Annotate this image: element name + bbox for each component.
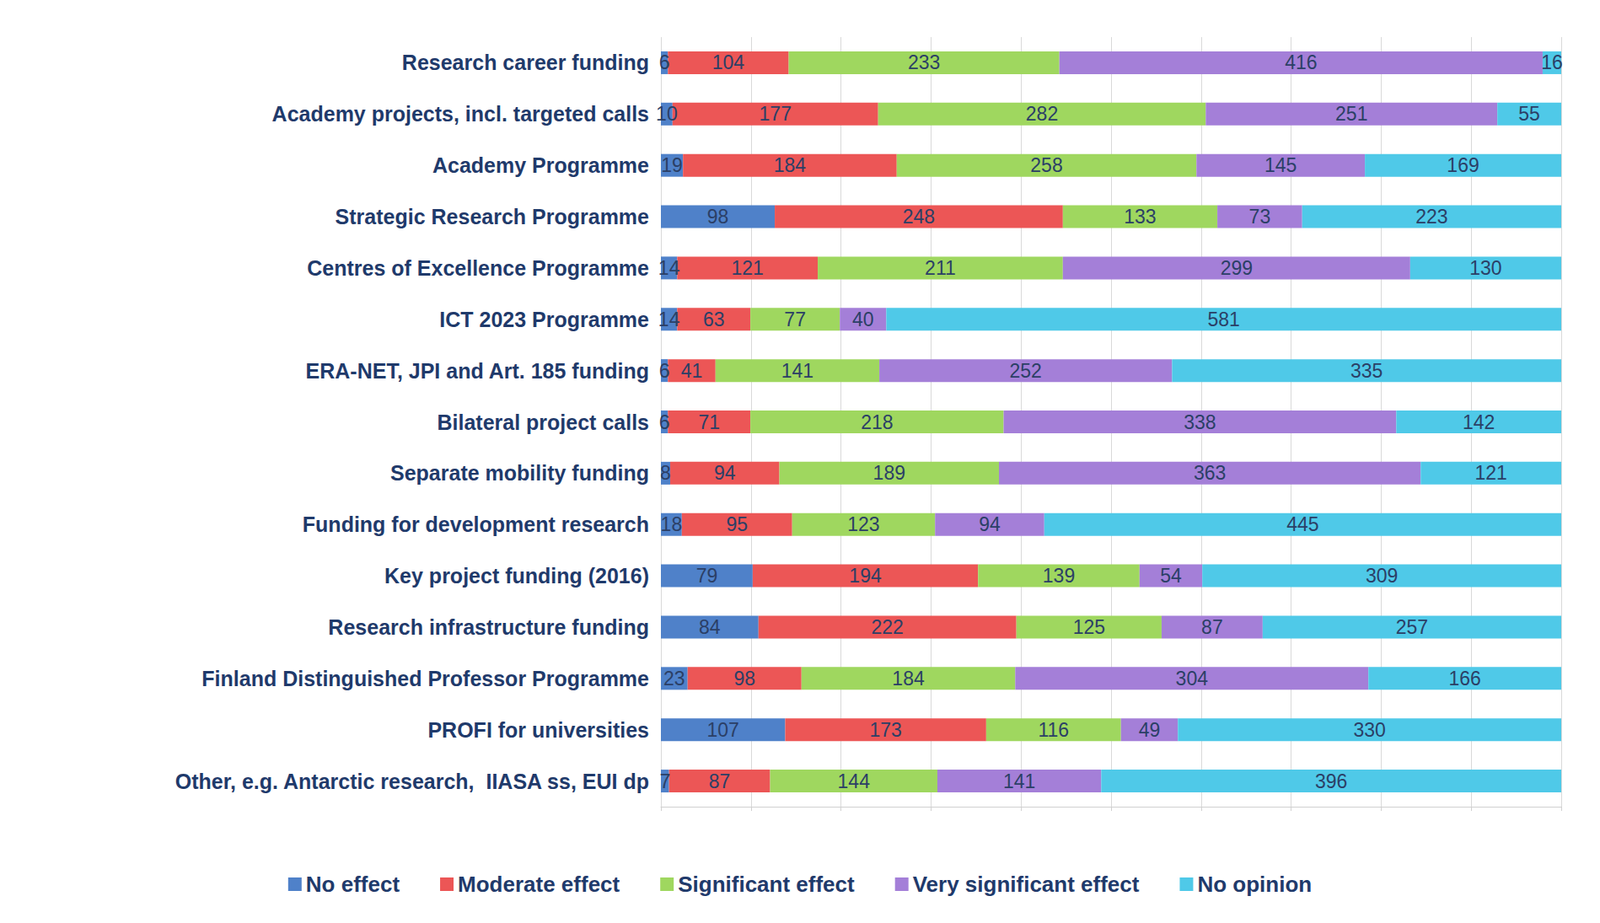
svg-text:104: 104: [712, 51, 746, 74]
svg-text:6: 6: [659, 359, 671, 382]
svg-text:258: 258: [1030, 154, 1063, 177]
svg-text:94: 94: [978, 513, 1001, 536]
svg-text:Moderate effect: Moderate effect: [457, 871, 620, 897]
svg-text:177: 177: [759, 102, 792, 125]
svg-text:299: 299: [1220, 257, 1253, 280]
svg-text:445: 445: [1286, 513, 1319, 536]
svg-text:Very significant effect: Very significant effect: [912, 871, 1140, 897]
svg-text:121: 121: [730, 257, 763, 280]
svg-text:40: 40: [852, 308, 875, 331]
svg-text:No effect: No effect: [306, 871, 401, 897]
svg-text:14: 14: [658, 257, 681, 280]
svg-text:Research career funding: Research career funding: [402, 50, 650, 75]
svg-text:218: 218: [860, 411, 893, 434]
svg-text:169: 169: [1446, 154, 1479, 177]
svg-text:84: 84: [698, 616, 721, 639]
svg-text:251: 251: [1335, 102, 1368, 125]
svg-text:Bilateral project calls: Bilateral project calls: [436, 410, 650, 435]
svg-text:223: 223: [1415, 205, 1448, 228]
svg-text:335: 335: [1350, 359, 1383, 382]
svg-text:Strategic Research Programme: Strategic Research Programme: [335, 204, 650, 229]
svg-text:Centres of Excellence Programm: Centres of Excellence Programme: [306, 256, 650, 280]
svg-text:121: 121: [1474, 461, 1507, 484]
svg-text:14: 14: [658, 308, 681, 331]
svg-text:142: 142: [1462, 411, 1495, 434]
svg-text:145: 145: [1264, 154, 1297, 177]
svg-text:16: 16: [1540, 51, 1563, 74]
svg-text:87: 87: [708, 770, 731, 793]
svg-text:Key project funding (2016): Key project funding (2016): [384, 563, 650, 588]
svg-text:257: 257: [1395, 616, 1429, 639]
svg-text:23: 23: [663, 667, 686, 690]
svg-text:233: 233: [907, 51, 940, 74]
svg-text:Academy projects, incl. target: Academy projects, incl. targeted calls: [272, 102, 650, 126]
svg-text:19: 19: [660, 154, 683, 177]
svg-text:309: 309: [1365, 564, 1398, 587]
svg-text:41: 41: [681, 359, 704, 382]
svg-text:184: 184: [773, 154, 807, 177]
svg-text:141: 141: [781, 359, 814, 382]
svg-text:ERA-NET, JPI and Art. 185 fund: ERA-NET, JPI and Art. 185 funding: [306, 359, 650, 383]
svg-text:133: 133: [1123, 205, 1156, 228]
svg-text:139: 139: [1042, 564, 1075, 587]
svg-text:98: 98: [707, 205, 730, 228]
svg-text:222: 222: [871, 616, 904, 639]
svg-text:107: 107: [707, 719, 740, 741]
svg-text:173: 173: [869, 719, 902, 741]
svg-text:94: 94: [714, 461, 736, 484]
svg-text:252: 252: [1009, 359, 1042, 382]
svg-text:Academy Programme: Academy Programme: [432, 153, 650, 178]
svg-text:98: 98: [733, 667, 756, 690]
svg-text:144: 144: [837, 770, 871, 793]
svg-text:Research infrastructure fundin: Research infrastructure funding: [327, 615, 650, 639]
svg-text:95: 95: [725, 513, 748, 536]
svg-text:211: 211: [924, 257, 956, 280]
svg-text:130: 130: [1469, 257, 1502, 280]
svg-text:141: 141: [1003, 770, 1036, 793]
svg-text:166: 166: [1448, 667, 1481, 690]
svg-text:116: 116: [1037, 719, 1069, 741]
svg-text:7: 7: [659, 770, 671, 793]
svg-text:581: 581: [1207, 308, 1240, 331]
svg-text:304: 304: [1175, 667, 1209, 690]
svg-text:71: 71: [697, 411, 720, 434]
svg-text:54: 54: [1159, 564, 1182, 587]
svg-text:338: 338: [1183, 411, 1216, 434]
svg-text:No opinion: No opinion: [1197, 871, 1312, 897]
svg-text:363: 363: [1193, 461, 1226, 484]
svg-text:6: 6: [659, 51, 671, 74]
svg-text:77: 77: [783, 308, 806, 331]
svg-text:79: 79: [696, 564, 719, 587]
svg-text:49: 49: [1138, 719, 1161, 741]
svg-text:282: 282: [1025, 102, 1058, 125]
svg-text:189: 189: [873, 461, 906, 484]
svg-text:18: 18: [660, 513, 683, 536]
svg-text:Finland Distinguished Professo: Finland Distinguished Professor Programm…: [201, 666, 650, 691]
svg-text:Separate mobility funding: Separate mobility funding: [390, 461, 650, 485]
svg-text:63: 63: [703, 308, 725, 331]
svg-text:Funding for development resear: Funding for development research: [302, 512, 650, 537]
svg-text:396: 396: [1315, 770, 1348, 793]
svg-text:ICT 2023 Programme: ICT 2023 Programme: [439, 307, 650, 332]
svg-text:330: 330: [1353, 719, 1386, 741]
svg-text:194: 194: [848, 564, 882, 587]
svg-text:248: 248: [902, 205, 935, 228]
svg-text:8: 8: [660, 461, 672, 484]
svg-text:416: 416: [1284, 51, 1317, 74]
svg-text:125: 125: [1073, 616, 1106, 639]
svg-text:Significant effect: Significant effect: [677, 871, 855, 897]
svg-text:55: 55: [1518, 102, 1541, 125]
svg-text:123: 123: [847, 513, 880, 536]
svg-text:87: 87: [1201, 616, 1224, 639]
svg-text:184: 184: [891, 667, 925, 690]
svg-text:Other, e.g. Antarctic research: Other, e.g. Antarctic research, IIASA ss…: [175, 769, 650, 794]
svg-text:10: 10: [655, 102, 678, 125]
svg-text:73: 73: [1249, 205, 1272, 228]
svg-text:PROFI for universities: PROFI for universities: [427, 718, 650, 742]
svg-text:6: 6: [659, 411, 671, 434]
